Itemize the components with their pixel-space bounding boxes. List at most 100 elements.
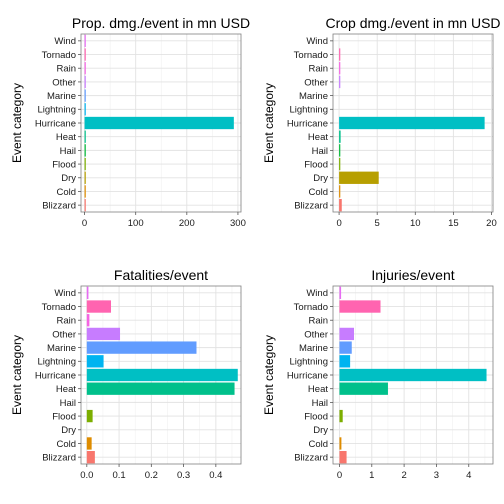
bar-other	[84, 75, 86, 89]
y-tick-label: Rain	[308, 64, 328, 75]
bar-lightning	[339, 355, 351, 368]
y-tick-label: Blizzard	[294, 201, 328, 212]
y-tick-label: Hail	[60, 146, 76, 157]
bar-dry	[339, 171, 379, 184]
y-tick-label: Tornado	[294, 302, 328, 313]
bar-hurricane	[84, 116, 234, 130]
y-tick-label: Marine	[47, 343, 76, 354]
x-tick-label: 15	[448, 218, 459, 229]
y-tick-label: Flood	[52, 411, 76, 422]
y-tick-label: Hail	[60, 398, 76, 409]
y-tick-label: Heat	[56, 384, 76, 395]
bar-other	[339, 327, 355, 341]
y-tick-label: Dry	[61, 173, 76, 184]
y-tick-label: Hurricane	[35, 118, 76, 129]
bar-hail	[339, 144, 341, 157]
bar-cold	[84, 185, 86, 198]
y-tick-label: Hurricane	[287, 370, 328, 381]
bar-cold	[339, 185, 341, 198]
y-tick-label: Marine	[47, 91, 76, 102]
y-tick-label: Cold	[308, 187, 328, 198]
y-tick-label: Wind	[306, 288, 328, 299]
bar-rain	[339, 62, 341, 75]
bar-dry	[84, 171, 86, 184]
bar-hurricane	[339, 368, 487, 382]
y-tick-label: Lightning	[289, 357, 328, 368]
bar-flood	[339, 409, 343, 423]
x-tick-label: 0	[82, 218, 87, 229]
bar-heat	[339, 130, 341, 143]
x-tick-label: 10	[410, 218, 421, 229]
y-tick-label: Heat	[56, 132, 76, 143]
bar-wind	[339, 286, 342, 300]
panel-title: Fatalities/event	[114, 267, 208, 283]
y-tick-label: Hurricane	[287, 118, 328, 129]
y-tick-label: Marine	[299, 343, 328, 354]
bar-marine	[84, 89, 86, 102]
y-tick-label: Blizzard	[42, 453, 76, 464]
bar-lightning	[86, 355, 104, 368]
bar-other	[86, 327, 121, 341]
x-tick-label: 0.4	[209, 470, 222, 481]
y-tick-label: Rain	[56, 316, 76, 327]
x-tick-label: 0.2	[145, 470, 158, 481]
y-axis-label: Event category	[262, 335, 276, 415]
y-tick-label: Tornado	[294, 50, 328, 61]
bar-flood	[339, 157, 341, 171]
bar-hurricane	[86, 368, 238, 382]
y-tick-label: Cold	[56, 187, 76, 198]
bar-marine	[339, 341, 352, 354]
bar-blizzard	[84, 198, 86, 212]
x-tick-label: 3	[434, 470, 439, 481]
y-tick-label: Lightning	[37, 105, 76, 116]
panel-title: Crop dmg./event in mn USD	[325, 15, 500, 31]
x-tick-label: 4	[466, 470, 471, 481]
y-tick-label: Other	[52, 329, 76, 340]
bar-other	[339, 75, 341, 89]
y-axis-label: Event category	[10, 335, 24, 415]
y-tick-label: Wind	[54, 288, 76, 299]
y-tick-label: Hail	[312, 146, 328, 157]
y-tick-label: Rain	[56, 64, 76, 75]
y-axis-label: Event category	[262, 83, 276, 163]
y-tick-label: Tornado	[42, 302, 76, 313]
bar-blizzard	[339, 198, 342, 212]
y-tick-label: Cold	[56, 439, 76, 450]
y-tick-label: Wind	[306, 36, 328, 47]
y-tick-label: Wind	[54, 36, 76, 47]
x-tick-label: 0.3	[177, 470, 190, 481]
panel-title: Prop. dmg./event in mn USD	[72, 15, 250, 31]
y-tick-label: Heat	[308, 384, 328, 395]
bar-blizzard	[339, 450, 347, 464]
bar-wind	[84, 34, 86, 48]
y-tick-label: Rain	[308, 316, 328, 327]
bar-heat	[84, 130, 86, 143]
y-tick-label: Blizzard	[42, 201, 76, 212]
bar-tornado	[339, 300, 381, 313]
y-tick-label: Hail	[312, 398, 328, 409]
y-tick-label: Other	[52, 77, 76, 88]
y-tick-label: Flood	[304, 159, 328, 170]
panel-title: Injuries/event	[371, 267, 454, 283]
y-tick-label: Flood	[52, 159, 76, 170]
bar-tornado	[84, 48, 86, 61]
y-tick-label: Dry	[313, 173, 328, 184]
bar-rain	[84, 62, 86, 75]
x-tick-label: 0.1	[112, 470, 125, 481]
bar-hail	[84, 144, 86, 157]
y-tick-label: Heat	[308, 132, 328, 143]
bar-tornado	[86, 300, 111, 313]
bar-tornado	[339, 48, 341, 61]
y-tick-label: Marine	[299, 91, 328, 102]
bar-flood	[84, 157, 86, 171]
x-tick-label: 0.0	[80, 470, 93, 481]
bar-blizzard	[86, 450, 95, 464]
x-tick-label: 0	[336, 218, 341, 229]
y-tick-label: Cold	[308, 439, 328, 450]
x-tick-label: 1	[369, 470, 374, 481]
y-tick-label: Lightning	[289, 105, 328, 116]
chart-panel-3: Blizzard Cold Dry Flood Hail Heat Hurricane Lig…	[10, 267, 242, 481]
bar-heat	[339, 382, 388, 395]
